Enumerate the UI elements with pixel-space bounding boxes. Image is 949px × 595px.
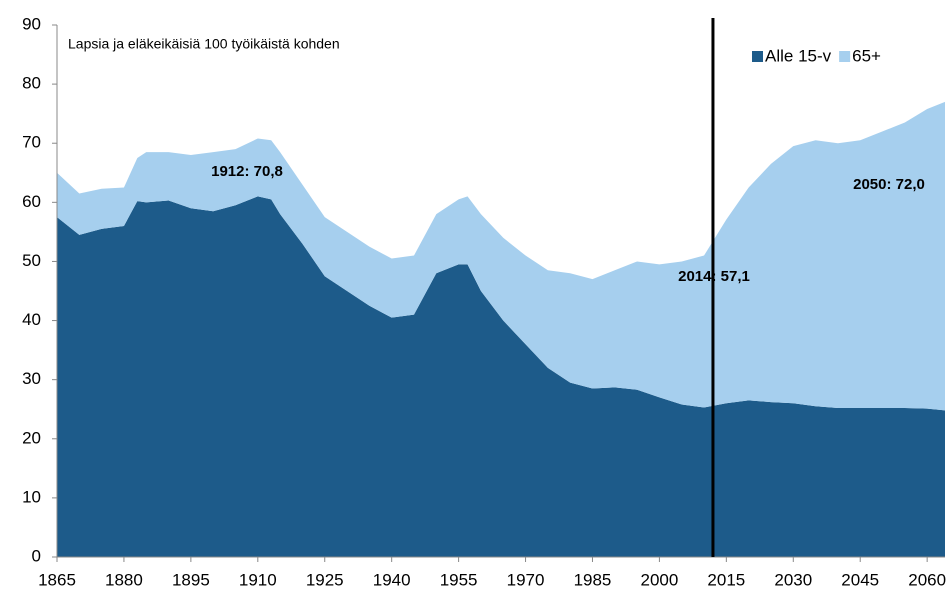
y-tick-label: 40 [22, 310, 41, 329]
x-tick-label: 1895 [172, 570, 210, 589]
annotation: 2014: 57,1 [678, 268, 750, 285]
chart-note: Lapsia ja eläkeikäisiä 100 työikäistä ko… [68, 36, 340, 52]
area [57, 196, 945, 557]
legend-swatch [839, 51, 851, 62]
x-tick-label: 1925 [306, 570, 344, 589]
x-tick-label: 1940 [373, 570, 411, 589]
y-tick-label: 70 [22, 133, 41, 152]
y-tick-label: 0 [32, 546, 41, 565]
annotation: 2050: 72,0 [853, 176, 925, 193]
y-tick-label: 90 [22, 14, 41, 33]
annotation: 1912: 70,8 [211, 163, 283, 180]
y-tick-label: 20 [22, 428, 41, 447]
x-tick-label: 1970 [507, 570, 545, 589]
x-tick-label: 1910 [239, 570, 277, 589]
x-tick-label: 2030 [774, 570, 812, 589]
x-tick-label: 2045 [841, 570, 879, 589]
x-tick-label: 2060 [908, 570, 946, 589]
y-tick-label: 80 [22, 74, 41, 93]
y-tick-label: 30 [22, 369, 41, 388]
area [57, 101, 945, 411]
x-tick-label: 1865 [38, 570, 76, 589]
legend-label: Alle 15-v [765, 46, 832, 65]
legend-swatch [752, 51, 763, 62]
x-tick-label: 1955 [440, 570, 478, 589]
y-tick-label: 50 [22, 251, 41, 270]
y-tick-label: 10 [22, 487, 41, 506]
x-tick-label: 1880 [105, 570, 143, 589]
y-tick-label: 60 [22, 192, 41, 211]
x-tick-label: 1985 [574, 570, 612, 589]
x-tick-label: 2000 [640, 570, 678, 589]
x-tick-label: 2015 [707, 570, 745, 589]
legend-label: 65+ [852, 46, 881, 65]
